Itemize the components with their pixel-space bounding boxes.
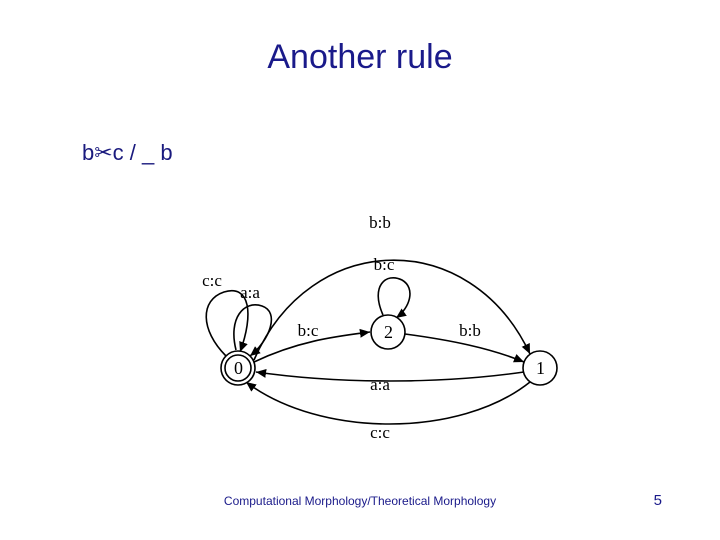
page-number: 5 bbox=[654, 492, 662, 509]
rewrite-rule: b✂c / _ b bbox=[82, 140, 173, 166]
state-label-1: 1 bbox=[536, 358, 545, 378]
edges-group: c:c a:a b:c b:b b:c b:b a:a c:c bbox=[202, 213, 530, 442]
state-0: 0 bbox=[221, 351, 255, 385]
state-1: 1 bbox=[523, 351, 557, 385]
edge-label-4: b:c bbox=[298, 321, 319, 340]
footer-text: Computational Morphology/Theoretical Mor… bbox=[0, 494, 720, 508]
edge-label-2: b:c bbox=[374, 255, 395, 274]
edge-1 bbox=[234, 305, 272, 356]
state-2: 2 bbox=[371, 315, 405, 349]
edge-2 bbox=[378, 278, 410, 318]
edge-label-0: c:c bbox=[202, 271, 222, 290]
edge-label-5: b:b bbox=[459, 321, 481, 340]
edge-6 bbox=[256, 372, 524, 381]
edge-label-6: a:a bbox=[370, 375, 390, 394]
edge-label-3: b:b bbox=[369, 213, 391, 232]
slide-title: Another rule bbox=[0, 38, 720, 77]
state-label-2: 2 bbox=[384, 322, 393, 342]
state-label-0: 0 bbox=[234, 358, 243, 378]
edge-label-7: c:c bbox=[370, 423, 390, 442]
fst-diagram: c:c a:a b:c b:b b:c b:b a:a c:c 0 2 1 bbox=[180, 190, 600, 450]
edge-label-1: a:a bbox=[240, 283, 260, 302]
